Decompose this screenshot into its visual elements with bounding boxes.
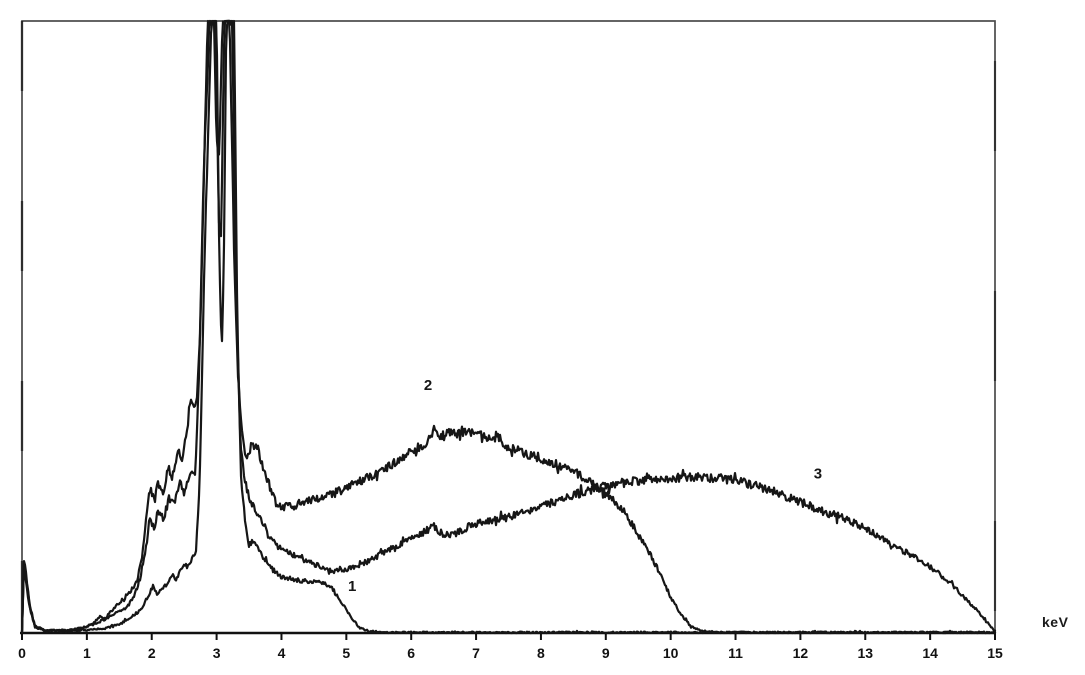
x-tick-label: 0 [18,645,26,661]
x-tick-label: 8 [537,645,545,661]
x-tick-label: 3 [213,645,221,661]
spectrum-curve-3 [20,19,997,634]
x-tick-label: 6 [407,645,415,661]
x-tick-label: 10 [663,645,679,661]
x-tick-label: 11 [728,645,743,661]
x-tick-label: 13 [857,645,873,661]
x-axis-unit-label: keV [1042,614,1069,630]
x-tick-label: 5 [342,645,350,661]
curve-label-3: 3 [814,465,822,482]
spectrum-curve-2 [20,19,997,635]
spectrum-curve-1 [20,19,997,635]
x-tick-label: 4 [278,645,286,661]
curve-label-1: 1 [348,578,356,595]
curve-label-2: 2 [424,377,432,394]
x-tick-label: 2 [148,645,156,661]
x-tick-label: 1 [83,645,91,661]
plot-frame [21,20,996,634]
x-tick-label: 15 [987,645,1003,661]
x-tick-label: 12 [793,645,809,661]
x-tick-label: 14 [922,645,938,661]
x-tick-label: 7 [472,645,480,661]
x-tick-label: 9 [602,645,610,661]
